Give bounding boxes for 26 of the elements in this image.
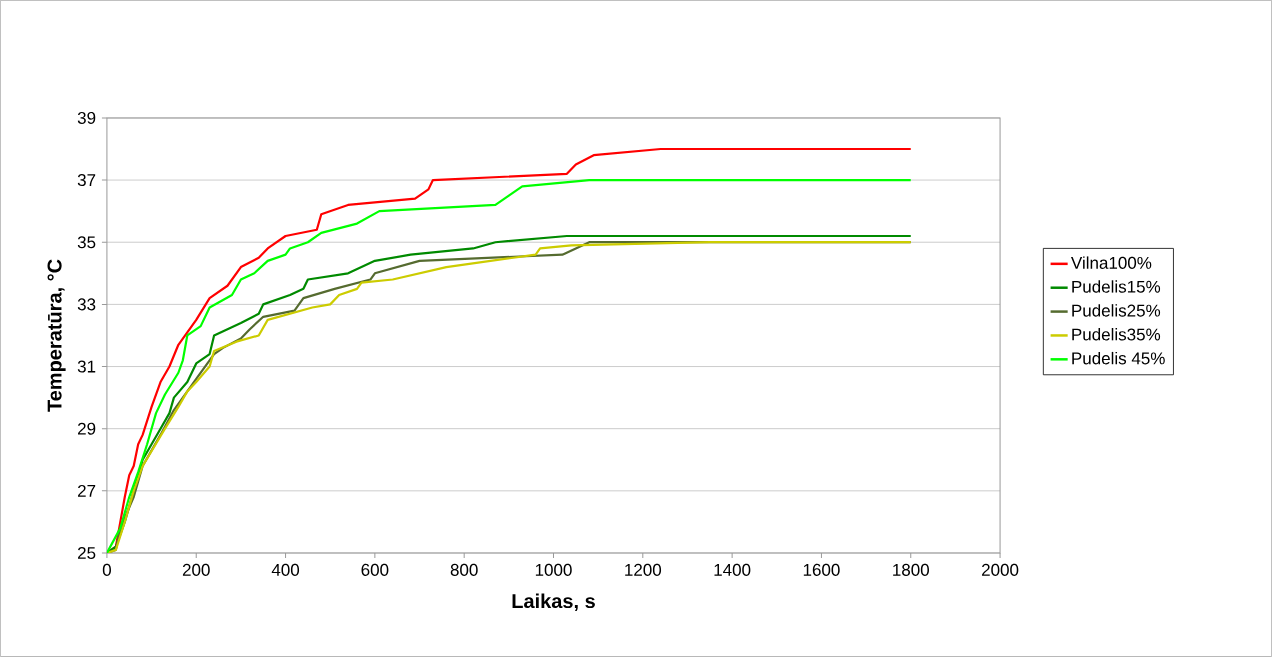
legend-label: Vilna100% bbox=[1071, 256, 1152, 269]
y-axis-title: Temperatūra, °C bbox=[47, 259, 66, 412]
x-tick-label: 0 bbox=[102, 563, 111, 576]
y-tick-label: 37 bbox=[77, 174, 96, 187]
x-axis-title: Laikas, s bbox=[512, 593, 595, 612]
legend-label: Pudelis35% bbox=[1072, 328, 1161, 341]
x-tick-label: 1400 bbox=[714, 563, 751, 576]
y-tick-label: 33 bbox=[77, 298, 96, 311]
y-tick-label: 25 bbox=[78, 547, 96, 560]
x-tick-label: 400 bbox=[271, 563, 300, 576]
legend-label: Pudelis 45% bbox=[1072, 351, 1165, 365]
y-tick-label: 31 bbox=[77, 360, 96, 373]
x-tick-label: 2000 bbox=[982, 563, 1019, 576]
y-tick-label: 35 bbox=[77, 236, 96, 249]
y-tick-label: 27 bbox=[78, 484, 96, 497]
x-tick-label: 1200 bbox=[625, 563, 662, 576]
x-tick-label: 1800 bbox=[893, 563, 929, 576]
y-tick-label: 29 bbox=[78, 422, 96, 435]
x-tick-label: 600 bbox=[361, 563, 389, 576]
y-tick-label: 39 bbox=[77, 111, 96, 124]
x-tick-label: 1600 bbox=[803, 563, 840, 576]
x-tick-label: 200 bbox=[182, 563, 210, 576]
x-tick-label: 800 bbox=[450, 563, 478, 576]
legend-label: Pudelis25% bbox=[1072, 304, 1161, 317]
legend-label: Pudelis15% bbox=[1072, 280, 1161, 293]
x-tick-label: 1000 bbox=[535, 563, 572, 576]
